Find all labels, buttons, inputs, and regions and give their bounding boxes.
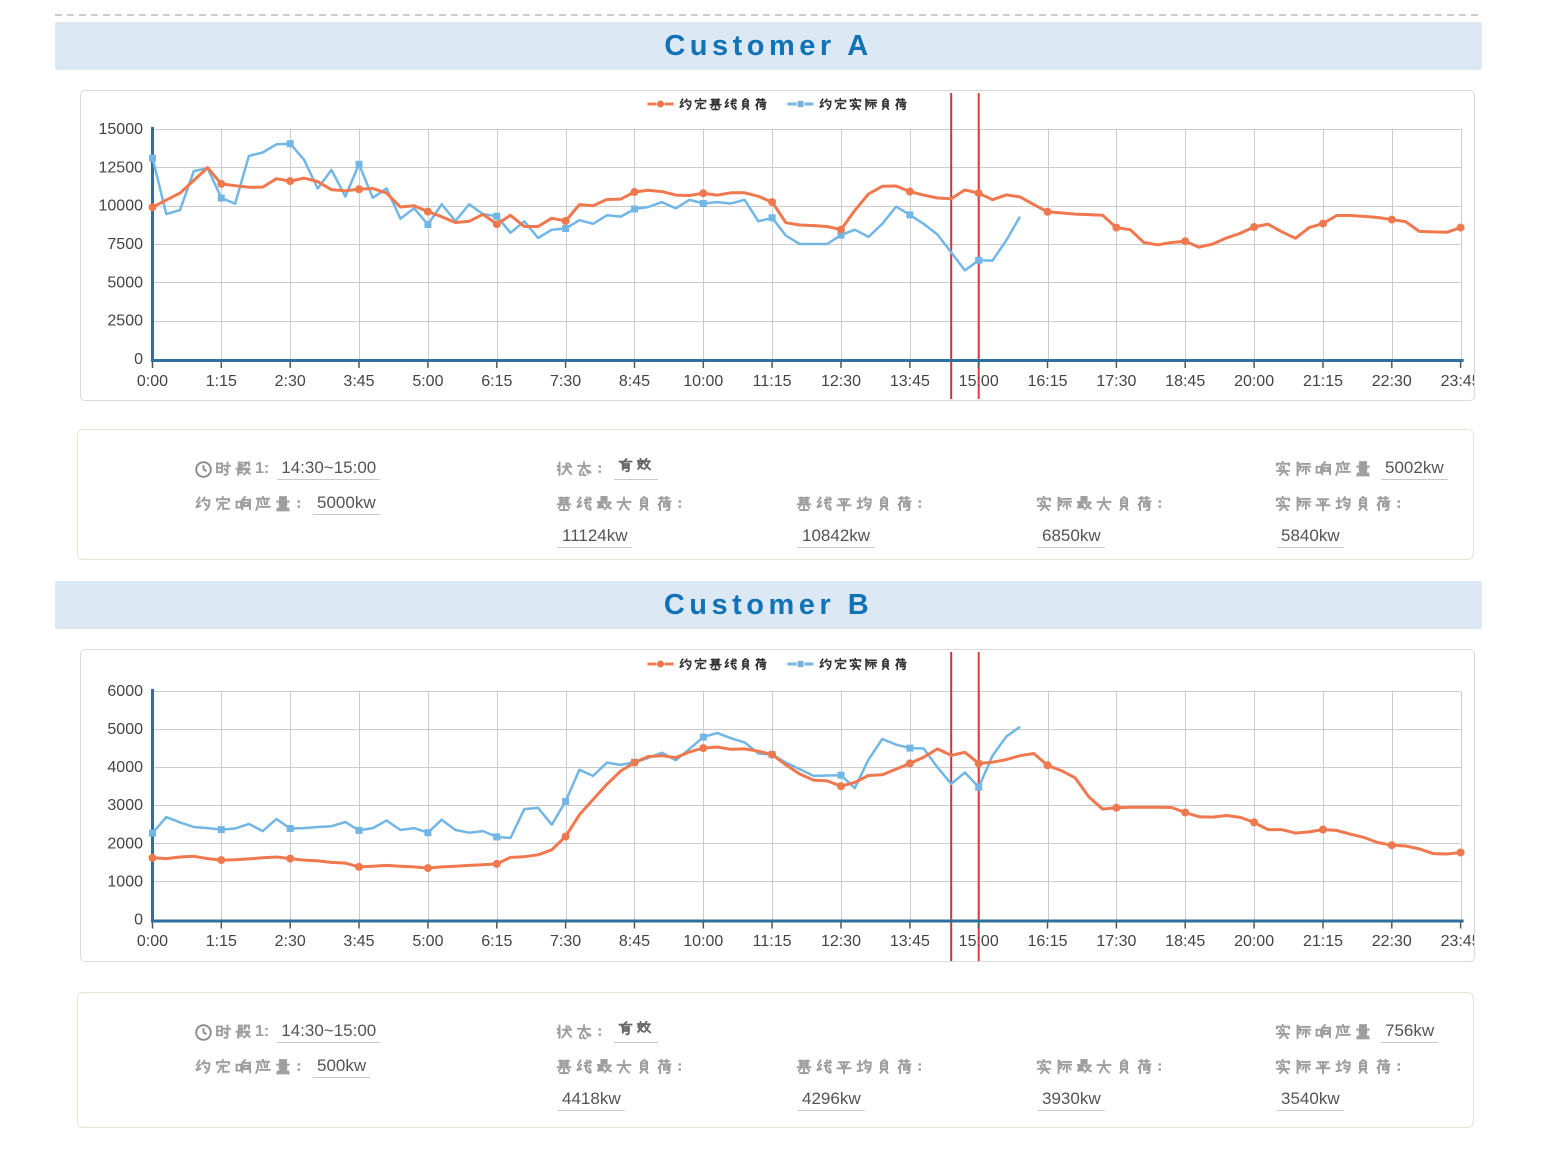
svg-text:0:00: 0:00 — [137, 373, 168, 390]
svg-text:1:15: 1:15 — [206, 933, 237, 950]
svg-text:2000: 2000 — [107, 835, 143, 852]
svg-text:7:30: 7:30 — [550, 933, 581, 950]
svg-text:5000: 5000 — [107, 274, 143, 291]
svg-text:23:45: 23:45 — [1441, 373, 1475, 390]
svg-text:4000: 4000 — [107, 759, 143, 776]
svg-text:7500: 7500 — [107, 236, 143, 253]
svg-text:15000: 15000 — [99, 121, 144, 138]
svg-text:0:00: 0:00 — [137, 933, 168, 950]
svg-text:18:45: 18:45 — [1165, 933, 1205, 950]
svg-text:16:15: 16:15 — [1027, 373, 1067, 390]
svg-text:3:45: 3:45 — [343, 373, 374, 390]
svg-text:17:30: 17:30 — [1096, 933, 1136, 950]
svg-text:5000: 5000 — [107, 721, 143, 738]
svg-text:15:00: 15:00 — [959, 373, 999, 390]
svg-text:13:45: 13:45 — [890, 933, 930, 950]
svg-text:2:30: 2:30 — [275, 933, 306, 950]
svg-text:8:45: 8:45 — [619, 373, 650, 390]
svg-text:16:15: 16:15 — [1027, 933, 1067, 950]
svg-text:6000: 6000 — [107, 683, 143, 700]
svg-text:15:00: 15:00 — [959, 933, 999, 950]
svg-text:17:30: 17:30 — [1096, 373, 1136, 390]
svg-text:10000: 10000 — [99, 198, 144, 215]
svg-text:7:30: 7:30 — [550, 373, 581, 390]
svg-text:23:45: 23:45 — [1441, 933, 1475, 950]
svg-text:12500: 12500 — [99, 159, 144, 176]
svg-text:2500: 2500 — [107, 313, 143, 330]
svg-text:1000: 1000 — [107, 873, 143, 890]
svg-text:10:00: 10:00 — [683, 933, 723, 950]
svg-text:5:00: 5:00 — [412, 373, 443, 390]
svg-text:21:15: 21:15 — [1303, 373, 1343, 390]
svg-text:1:15: 1:15 — [206, 373, 237, 390]
svg-text:5:00: 5:00 — [412, 933, 443, 950]
svg-text:3:45: 3:45 — [343, 933, 374, 950]
svg-text:3000: 3000 — [107, 797, 143, 814]
svg-text:0: 0 — [134, 351, 143, 368]
svg-text:0: 0 — [134, 912, 143, 929]
svg-text:21:15: 21:15 — [1303, 933, 1343, 950]
svg-text:22:30: 22:30 — [1372, 933, 1412, 950]
svg-text:11:15: 11:15 — [753, 373, 792, 390]
svg-text:12:30: 12:30 — [821, 373, 861, 390]
svg-text:20:00: 20:00 — [1234, 373, 1274, 390]
svg-text:8:45: 8:45 — [619, 933, 650, 950]
svg-text:12:30: 12:30 — [821, 933, 861, 950]
svg-text:18:45: 18:45 — [1165, 373, 1205, 390]
svg-text:22:30: 22:30 — [1372, 373, 1412, 390]
svg-text:6:15: 6:15 — [481, 933, 512, 950]
svg-text:6:15: 6:15 — [481, 373, 512, 390]
svg-text:11:15: 11:15 — [753, 933, 792, 950]
svg-text:10:00: 10:00 — [683, 373, 723, 390]
svg-text:13:45: 13:45 — [890, 373, 930, 390]
svg-text:20:00: 20:00 — [1234, 933, 1274, 950]
svg-text:2:30: 2:30 — [275, 373, 306, 390]
